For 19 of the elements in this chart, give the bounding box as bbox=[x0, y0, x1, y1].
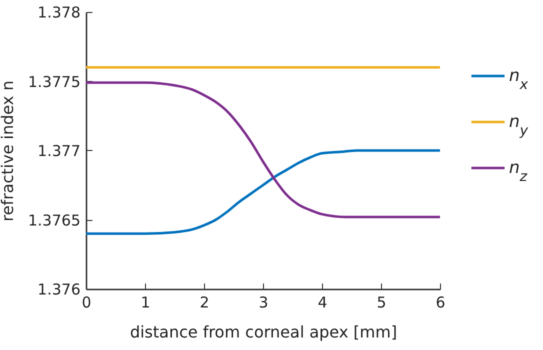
x-tick-label: 4 bbox=[318, 294, 328, 312]
line-series bbox=[84, 81, 442, 218]
legend-label: n$_{z}$ bbox=[509, 158, 528, 185]
y-tick-label: 1.378 bbox=[38, 4, 80, 22]
x-tick-label: 6 bbox=[436, 294, 446, 312]
y-axis-title: refractive index n bbox=[0, 80, 18, 222]
x-tick-label: 0 bbox=[82, 294, 92, 312]
x-tick-label: 5 bbox=[376, 294, 386, 312]
y-tick-label: 1.3775 bbox=[28, 72, 80, 91]
legend-label: n$_{y}$ bbox=[509, 112, 529, 139]
y-tick-label: 1.377 bbox=[38, 142, 80, 160]
y-tick-label: 1.3765 bbox=[28, 211, 80, 230]
x-axis-title: distance from corneal apex [mm] bbox=[130, 322, 398, 342]
y-tick-label: 1.376 bbox=[38, 280, 80, 298]
x-tick-label: 2 bbox=[200, 294, 210, 312]
line-series bbox=[84, 149, 442, 235]
x-tick-label: 1 bbox=[140, 294, 150, 312]
legend-label: n$_{x}$ bbox=[509, 66, 529, 93]
x-tick-label: 3 bbox=[258, 294, 268, 312]
